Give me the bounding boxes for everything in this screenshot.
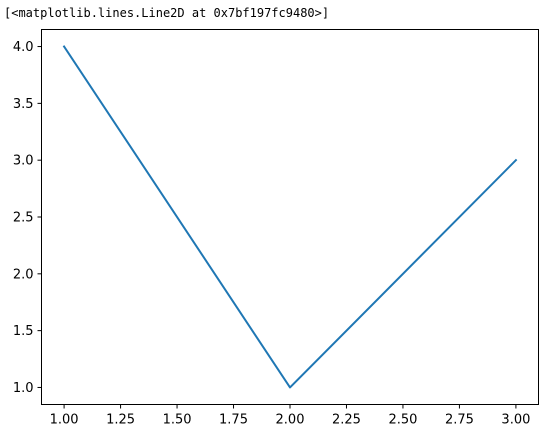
y-tick-label: 2.5	[13, 211, 34, 226]
x-tick-label: 1.75	[219, 413, 248, 428]
cell-output-text: [<matplotlib.lines.Line2D at 0x7bf197fc9…	[4, 6, 330, 20]
x-tick-label: 1.50	[163, 413, 192, 428]
x-tick-label: 2.50	[388, 413, 417, 428]
x-tick-label: 3.00	[501, 413, 530, 428]
x-tick-label: 2.00	[276, 413, 305, 428]
x-tick-label: 1.25	[106, 413, 135, 428]
y-tick-label: 2.0	[13, 267, 34, 282]
x-tick-label: 1.00	[50, 413, 79, 428]
x-tick-label: 2.75	[445, 413, 474, 428]
x-tick-label: 2.25	[332, 413, 361, 428]
y-tick-label: 4.0	[13, 40, 34, 55]
y-tick-label: 3.0	[13, 154, 34, 169]
plot-frame	[41, 29, 539, 405]
y-axis-ticks: 1.0 1.5 2.0 2.5 3.0 3.5 4.0	[13, 40, 42, 396]
y-tick-label: 3.5	[13, 97, 34, 112]
series-line-0	[62, 45, 518, 389]
y-tick-label: 1.0	[13, 381, 34, 396]
series-group	[62, 45, 518, 389]
y-tick-label: 1.5	[13, 324, 34, 339]
x-axis-ticks: 1.00 1.25 1.50 1.75 2.00 2.25 2.50 2.75 3.00	[50, 404, 530, 428]
